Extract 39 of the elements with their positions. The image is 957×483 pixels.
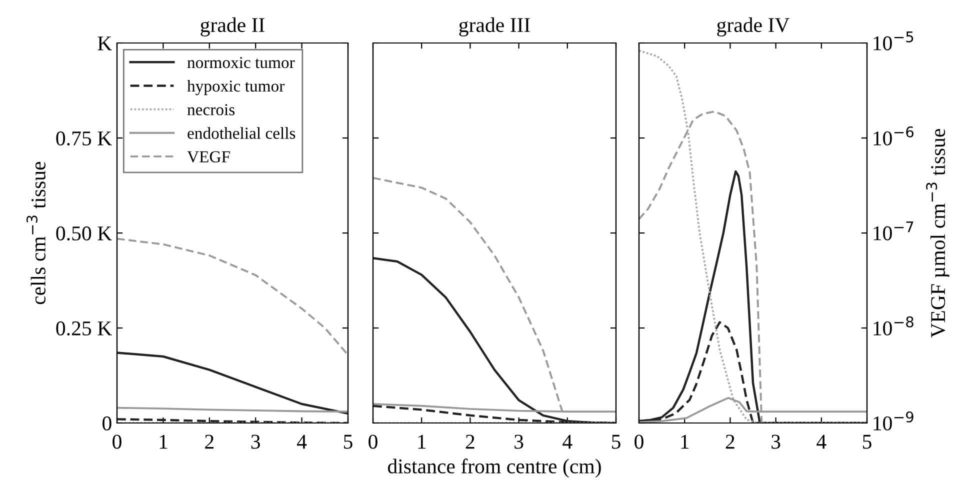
x-tick-label: 5 (863, 434, 872, 449)
x-tick-label: 3 (514, 434, 524, 449)
chart-title: grade II (200, 17, 264, 36)
y2-tick-label: 10$^{−6}$ (874, 126, 914, 146)
chart-title: grade III (459, 17, 530, 36)
x-tick-label: 0 (368, 434, 378, 449)
y2-tick-label: 10$^{−9}$ (874, 411, 914, 430)
x-tick-label: 1 (418, 434, 426, 449)
y-tick-label: 0.75 K (56, 131, 112, 146)
y2-tick-label: 10$^{−7}$ (874, 222, 914, 240)
y2-tick-label: 10$^{−8}$ (874, 316, 914, 336)
legend-label: VEGF (187, 151, 230, 162)
x-tick-label: 5 (612, 434, 620, 449)
y-tick-label: 0.25 K (56, 321, 112, 336)
y-tick-label: K (98, 36, 112, 50)
x-tick-label: 4 (816, 434, 826, 449)
x-tick-label: 0 (112, 434, 122, 449)
x-tick-label: 3 (251, 434, 260, 449)
x-tick-label: 1 (681, 434, 689, 449)
legend-label: endothelial cells (188, 127, 296, 139)
y-tick-label: 0.50 K (56, 226, 112, 241)
y2-axis-title: VEGF µmol cm$^{−3}$ tissue (926, 129, 950, 338)
chart-title: grade IV (717, 17, 790, 36)
x-tick-label: 1 (160, 434, 168, 449)
y-axis-title: cells cm$^{−3}$ tissue (26, 162, 46, 304)
x-tick-label: 3 (772, 434, 780, 449)
x-axis-title: distance from centre (cm) (388, 458, 601, 478)
x-tick-label: 4 (297, 434, 307, 449)
y-tick-label: 0 (102, 416, 112, 430)
y2-tick-label: 10$^{−5}$ (874, 32, 914, 50)
x-tick-label: 2 (726, 434, 734, 449)
x-tick-label: 4 (562, 434, 572, 449)
x-tick-label: 0 (634, 434, 644, 449)
legend-label: hypoxic tumor (187, 80, 285, 96)
x-tick-label: 5 (344, 434, 352, 449)
x-tick-label: 2 (466, 434, 474, 449)
legend-label: necrois (187, 104, 235, 116)
x-tick-label: 2 (205, 434, 214, 449)
legend-label: normoxic tumor (187, 56, 295, 68)
